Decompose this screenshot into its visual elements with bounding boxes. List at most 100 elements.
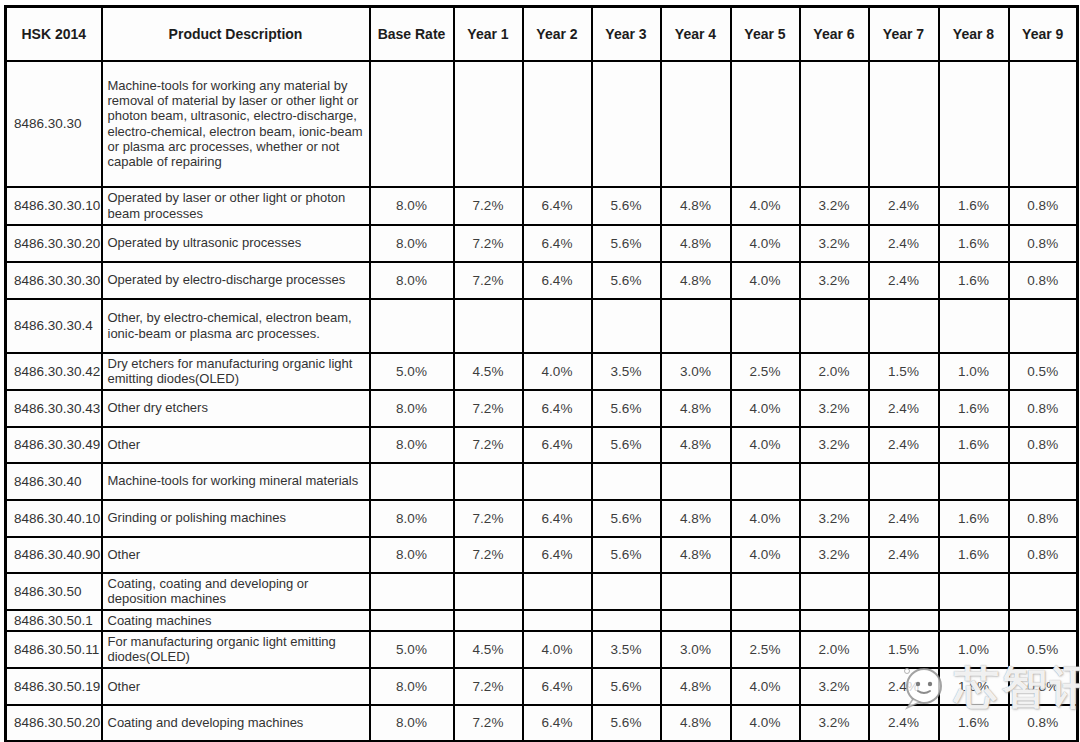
rate-cell: 4.0% xyxy=(523,353,592,390)
table-row: 8486.30.30.43Other dry etchers8.0%7.2%6.… xyxy=(6,390,1078,427)
rate-cell: 1.6% xyxy=(939,225,1009,262)
hsk-code-cell: 8486.30.30.42 xyxy=(6,353,102,390)
rate-cell: 3.5% xyxy=(592,631,661,668)
rate-cell: 2.4% xyxy=(869,668,939,705)
rate-cell: 3.2% xyxy=(800,225,869,262)
hsk-code-cell: 8486.30.30 xyxy=(6,61,102,187)
rate-cell: 6.4% xyxy=(523,705,592,741)
description-cell: Operated by laser or other light or phot… xyxy=(102,187,370,225)
hsk-code-cell: 8486.30.30.43 xyxy=(6,390,102,427)
rate-cell: 0.8% xyxy=(1009,705,1078,741)
rate-cell: 0.8% xyxy=(1009,537,1078,573)
column-header-year-9: Year 9 xyxy=(1009,7,1078,61)
rate-cell: 2.5% xyxy=(731,353,800,390)
table-row: 8486.30.30.4Other, by electro-chemical, … xyxy=(6,299,1078,353)
description-cell: Machine-tools for working any material b… xyxy=(102,61,370,187)
table-row: 8486.30.50.11For manufacturing organic l… xyxy=(6,631,1078,668)
rate-cell xyxy=(869,463,939,500)
rate-cell: 2.4% xyxy=(869,390,939,427)
description-cell: Other xyxy=(102,427,370,463)
description-cell: Machine-tools for working mineral materi… xyxy=(102,463,370,500)
rate-cell: 1.0% xyxy=(939,631,1009,668)
rate-cell xyxy=(731,299,800,353)
rate-cell: 1.6% xyxy=(939,500,1009,537)
rate-cell xyxy=(939,573,1009,610)
rate-cell: 0.8% xyxy=(1009,668,1078,705)
rate-cell: 1.0% xyxy=(939,353,1009,390)
rate-cell xyxy=(592,299,661,353)
rate-cell: 1.6% xyxy=(939,427,1009,463)
rate-cell: 2.4% xyxy=(869,225,939,262)
rate-cell: 1.6% xyxy=(939,705,1009,741)
description-cell: Other dry etchers xyxy=(102,390,370,427)
rate-cell: 4.0% xyxy=(731,500,800,537)
rate-cell: 5.6% xyxy=(592,225,661,262)
rate-cell: 5.6% xyxy=(592,537,661,573)
table-row: 8486.30.30.10Operated by laser or other … xyxy=(6,187,1078,225)
rate-cell: 5.0% xyxy=(370,631,454,668)
rate-cell: 5.6% xyxy=(592,262,661,299)
rate-cell: 7.2% xyxy=(454,537,523,573)
rate-cell xyxy=(800,610,869,631)
rate-cell xyxy=(370,573,454,610)
rate-cell: 4.8% xyxy=(661,500,731,537)
description-cell: Operated by electro-discharge processes xyxy=(102,262,370,299)
rate-cell: 2.4% xyxy=(869,427,939,463)
rate-cell xyxy=(592,61,661,187)
rate-cell xyxy=(731,610,800,631)
rate-cell xyxy=(1009,61,1078,187)
rate-cell: 1.6% xyxy=(939,668,1009,705)
hsk-code-cell: 8486.30.30.10 xyxy=(6,187,102,225)
rate-cell xyxy=(869,299,939,353)
table-row: 8486.30.30Machine-tools for working any … xyxy=(6,61,1078,187)
rate-cell xyxy=(523,463,592,500)
table-row: 8486.30.40Machine-tools for working mine… xyxy=(6,463,1078,500)
rate-cell xyxy=(661,610,731,631)
rate-cell: 7.2% xyxy=(454,262,523,299)
hsk-code-cell: 8486.30.50.20 xyxy=(6,705,102,741)
rate-cell: 0.5% xyxy=(1009,353,1078,390)
rate-cell: 0.8% xyxy=(1009,187,1078,225)
rate-cell: 4.0% xyxy=(731,537,800,573)
rate-cell xyxy=(869,610,939,631)
table-row: 8486.30.30.42Dry etchers for manufacturi… xyxy=(6,353,1078,390)
rate-cell: 3.2% xyxy=(800,537,869,573)
rate-cell: 4.8% xyxy=(661,225,731,262)
rate-cell xyxy=(800,573,869,610)
column-header-year-5: Year 5 xyxy=(731,7,800,61)
rate-cell xyxy=(454,610,523,631)
table-row: 8486.30.40.10Grinding or polishing machi… xyxy=(6,500,1078,537)
rate-cell: 7.2% xyxy=(454,705,523,741)
rate-cell: 4.0% xyxy=(731,668,800,705)
rate-cell: 4.0% xyxy=(731,262,800,299)
rate-cell xyxy=(592,463,661,500)
rate-cell: 2.0% xyxy=(800,631,869,668)
rate-cell: 3.2% xyxy=(800,668,869,705)
column-header-year-8: Year 8 xyxy=(939,7,1009,61)
rate-cell: 6.4% xyxy=(523,225,592,262)
rate-cell xyxy=(731,573,800,610)
rate-cell: 7.2% xyxy=(454,500,523,537)
rate-cell xyxy=(939,610,1009,631)
rate-cell: 7.2% xyxy=(454,668,523,705)
rate-cell: 4.0% xyxy=(731,187,800,225)
description-cell: Grinding or polishing machines xyxy=(102,500,370,537)
rate-cell: 3.2% xyxy=(800,427,869,463)
rate-cell xyxy=(523,610,592,631)
hsk-code-cell: 8486.30.50.19 xyxy=(6,668,102,705)
rate-cell: 3.2% xyxy=(800,500,869,537)
rate-cell: 5.6% xyxy=(592,427,661,463)
rate-cell: 0.8% xyxy=(1009,500,1078,537)
rate-cell xyxy=(454,573,523,610)
rate-cell: 4.0% xyxy=(731,705,800,741)
description-cell: Coating and developing machines xyxy=(102,705,370,741)
rate-cell xyxy=(523,299,592,353)
rate-cell xyxy=(1009,610,1078,631)
table-header-row: HSK 2014Product DescriptionBase RateYear… xyxy=(6,7,1078,61)
rate-cell: 3.2% xyxy=(800,705,869,741)
rate-cell xyxy=(731,463,800,500)
description-cell: Dry etchers for manufacturing organic li… xyxy=(102,353,370,390)
column-header-base-rate: Base Rate xyxy=(370,7,454,61)
rate-cell: 8.0% xyxy=(370,427,454,463)
rate-cell: 8.0% xyxy=(370,262,454,299)
